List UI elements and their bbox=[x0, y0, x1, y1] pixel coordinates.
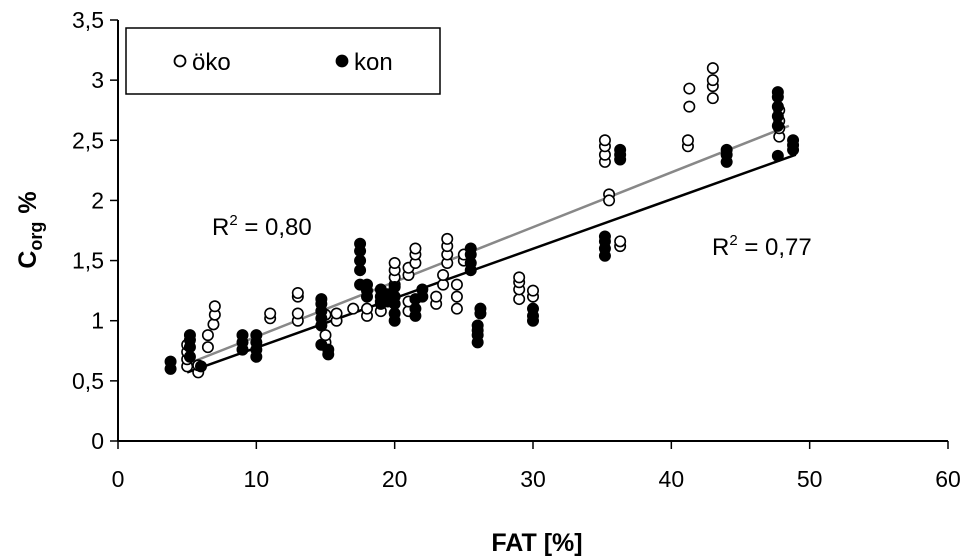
data-point-oko bbox=[450, 302, 463, 315]
data-point-oko bbox=[681, 134, 694, 147]
data-point-oko bbox=[598, 134, 611, 147]
data-point-oko bbox=[430, 290, 443, 303]
y-tick-label: 0 bbox=[91, 428, 104, 454]
x-tick-label: 50 bbox=[797, 466, 823, 492]
legend-box bbox=[125, 27, 441, 95]
legend-label-kon: kon bbox=[354, 49, 393, 76]
trendlines bbox=[186, 124, 797, 374]
annotation-r2-kon: R2 = 0,77 bbox=[712, 232, 812, 261]
data-point-oko bbox=[388, 256, 401, 269]
data-point-kon bbox=[614, 143, 627, 156]
data-point-oko bbox=[360, 302, 373, 315]
data-point-kon bbox=[474, 302, 487, 315]
data-point-kon bbox=[322, 343, 335, 356]
data-point-oko bbox=[706, 74, 719, 87]
data-point-kon bbox=[183, 329, 196, 342]
data-point-oko bbox=[603, 194, 616, 207]
data-point-kon bbox=[195, 360, 208, 373]
data-points bbox=[164, 62, 800, 379]
data-point-oko bbox=[526, 284, 539, 297]
y-tick-label: 1 bbox=[91, 308, 104, 334]
y-axis-ticks: 0 0,5 1 1,5 2 2,5 3 3,5 bbox=[72, 7, 118, 454]
data-point-oko bbox=[450, 290, 463, 303]
data-point-oko bbox=[201, 341, 214, 354]
legend-marker-oko bbox=[173, 54, 187, 68]
data-point-kon bbox=[236, 329, 249, 342]
data-point-oko bbox=[614, 235, 627, 248]
y-tick-label: 3 bbox=[91, 67, 104, 93]
data-point-oko bbox=[291, 287, 304, 300]
y-tick-label: 0,5 bbox=[72, 368, 104, 394]
data-point-oko bbox=[683, 100, 696, 113]
trendline-kon bbox=[186, 153, 797, 374]
data-point-kon bbox=[354, 237, 367, 250]
legend-label-oko: öko bbox=[192, 49, 231, 76]
data-point-kon bbox=[464, 242, 477, 255]
y-tick-label: 1,5 bbox=[72, 248, 104, 274]
data-point-kon bbox=[388, 281, 401, 294]
data-point-oko bbox=[441, 232, 454, 245]
x-axis-title: FAT [%] bbox=[491, 529, 582, 557]
data-point-kon bbox=[526, 302, 539, 315]
data-point-oko bbox=[706, 92, 719, 105]
data-point-kon bbox=[471, 319, 484, 332]
data-point-kon bbox=[787, 134, 800, 147]
data-point-oko bbox=[513, 271, 526, 284]
data-point-oko bbox=[437, 269, 450, 282]
data-point-oko bbox=[264, 307, 277, 320]
data-point-oko bbox=[319, 329, 332, 342]
legend: öko kon bbox=[125, 27, 441, 95]
y-axis-title: Corg% bbox=[14, 191, 46, 268]
data-point-kon bbox=[771, 149, 784, 162]
data-point-kon bbox=[315, 293, 328, 306]
data-point-kon bbox=[771, 86, 784, 99]
x-tick-label: 40 bbox=[659, 466, 685, 492]
series-kon bbox=[164, 86, 800, 375]
data-point-oko bbox=[683, 82, 696, 95]
x-tick-label: 0 bbox=[112, 466, 125, 492]
data-point-kon bbox=[720, 143, 733, 156]
x-tick-label: 10 bbox=[244, 466, 270, 492]
y-tick-label: 2,5 bbox=[72, 127, 104, 153]
data-point-oko bbox=[450, 278, 463, 291]
data-point-oko bbox=[207, 318, 220, 331]
x-axis-ticks: 0 10 20 30 40 50 60 bbox=[112, 441, 961, 492]
data-point-oko bbox=[201, 329, 214, 342]
data-point-kon bbox=[164, 355, 177, 368]
y-tick-label: 2 bbox=[91, 187, 104, 213]
data-point-kon bbox=[250, 329, 263, 342]
data-point-oko bbox=[347, 302, 360, 315]
data-point-kon bbox=[416, 283, 429, 296]
x-tick-label: 60 bbox=[935, 466, 961, 492]
data-point-kon bbox=[360, 278, 373, 291]
data-point-oko bbox=[409, 242, 422, 255]
data-point-oko bbox=[706, 62, 719, 75]
annotation-r2-oko: R2 = 0,80 bbox=[212, 212, 312, 241]
trendline-oko bbox=[186, 124, 790, 366]
data-point-kon bbox=[598, 230, 611, 243]
y-tick-label: 3,5 bbox=[72, 7, 104, 33]
data-point-oko bbox=[291, 307, 304, 320]
data-point-oko bbox=[208, 300, 221, 313]
x-tick-label: 30 bbox=[520, 466, 546, 492]
x-tick-label: 20 bbox=[382, 466, 408, 492]
legend-marker-kon bbox=[335, 54, 349, 68]
data-point-oko bbox=[330, 307, 343, 320]
